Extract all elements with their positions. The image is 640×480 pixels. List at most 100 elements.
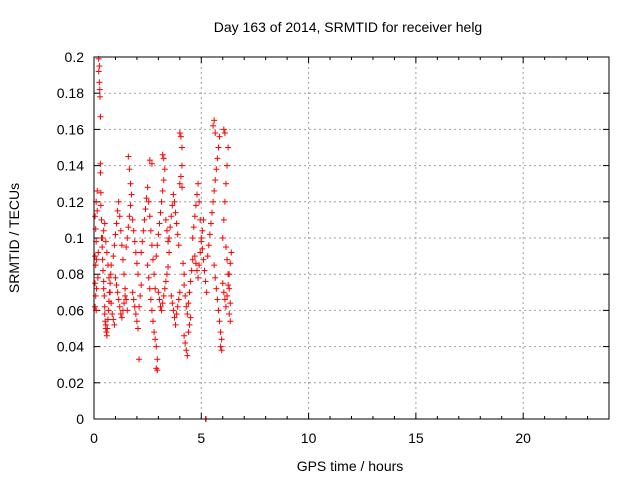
data-point xyxy=(147,227,154,234)
data-point xyxy=(159,187,166,194)
x-tick-label: 0 xyxy=(90,430,98,446)
data-point xyxy=(126,166,133,173)
data-point xyxy=(186,289,193,296)
data-point xyxy=(95,249,102,256)
data-point xyxy=(215,307,222,314)
data-point xyxy=(224,256,231,263)
data-point xyxy=(210,122,217,129)
data-point xyxy=(203,289,210,296)
data-point xyxy=(162,278,169,285)
data-point xyxy=(191,213,198,220)
data-point xyxy=(119,256,126,263)
data-point xyxy=(133,260,140,267)
data-point xyxy=(148,160,155,167)
data-point xyxy=(99,235,106,241)
data-point xyxy=(117,227,124,234)
data-point xyxy=(166,249,173,256)
data-point xyxy=(97,202,104,209)
data-point xyxy=(130,296,137,303)
data-point xyxy=(225,282,232,289)
data-point xyxy=(97,113,104,120)
data-point xyxy=(102,238,109,245)
data-point xyxy=(97,93,104,100)
data-point xyxy=(139,238,146,245)
data-point xyxy=(143,195,150,202)
data-point xyxy=(182,292,189,299)
tick-labels-layer: 0 5 10 15 20 0 0.02 0.04 0.06 0.08 0.1 0.12 0.14 0.16… xyxy=(57,49,531,446)
data-point xyxy=(154,356,161,363)
data-point xyxy=(123,244,130,251)
data-point xyxy=(218,336,225,343)
data-point xyxy=(156,296,163,303)
data-point xyxy=(154,242,161,249)
data-point xyxy=(226,271,233,278)
data-point xyxy=(132,311,139,318)
data-point xyxy=(111,242,118,249)
data-point xyxy=(125,153,132,160)
data-point xyxy=(110,316,117,323)
data-point xyxy=(219,280,226,287)
data-point xyxy=(183,347,190,354)
data-point xyxy=(160,292,167,299)
chart-title: Day 163 of 2014, SRMTID for receiver hel… xyxy=(214,19,482,35)
data-point xyxy=(121,300,128,307)
data-point xyxy=(150,256,157,263)
data-point xyxy=(130,227,137,234)
data-point xyxy=(124,235,131,241)
data-point xyxy=(176,130,183,137)
data-point xyxy=(100,278,107,285)
data-point xyxy=(144,184,151,191)
data-point xyxy=(122,285,129,292)
data-point xyxy=(157,303,164,310)
data-point xyxy=(161,166,168,173)
data-point xyxy=(163,227,170,234)
data-point xyxy=(127,202,134,209)
y-tick-label: 0.14 xyxy=(57,158,84,174)
data-point xyxy=(133,318,140,325)
data-point xyxy=(216,133,223,140)
data-point xyxy=(146,285,153,292)
data-point xyxy=(98,216,105,223)
data-point xyxy=(218,347,225,354)
data-point xyxy=(138,282,145,289)
data-point xyxy=(147,296,154,303)
data-point xyxy=(174,231,181,238)
data-point xyxy=(171,314,178,321)
data-point xyxy=(176,289,183,296)
data-point xyxy=(115,296,122,303)
data-point xyxy=(101,303,108,310)
data-point xyxy=(181,271,188,278)
data-point xyxy=(220,289,227,296)
data-point xyxy=(195,180,202,187)
data-point xyxy=(104,262,111,269)
data-point xyxy=(226,285,233,292)
data-point xyxy=(158,307,165,314)
data-point xyxy=(165,263,172,270)
data-point xyxy=(202,278,209,285)
data-point xyxy=(101,220,108,227)
data-point xyxy=(118,242,125,249)
data-point xyxy=(123,296,130,303)
data-point xyxy=(194,191,200,198)
data-point xyxy=(146,157,153,164)
data-point xyxy=(107,280,114,287)
data-point xyxy=(101,311,108,318)
data-point xyxy=(171,198,178,205)
data-point xyxy=(146,213,153,220)
x-tick-label: 15 xyxy=(408,430,424,446)
data-point xyxy=(175,296,182,303)
data-point xyxy=(196,262,203,269)
data-point xyxy=(161,285,168,292)
data-point xyxy=(209,209,216,216)
data-point xyxy=(97,169,104,176)
data-point xyxy=(94,187,101,194)
data-point xyxy=(225,144,232,151)
data-point xyxy=(159,151,166,158)
data-point xyxy=(116,303,123,310)
data-point xyxy=(110,253,117,260)
data-point xyxy=(192,260,199,267)
data-point xyxy=(198,238,205,245)
data-point xyxy=(206,231,213,238)
data-point xyxy=(215,144,222,151)
data-point xyxy=(151,329,158,336)
